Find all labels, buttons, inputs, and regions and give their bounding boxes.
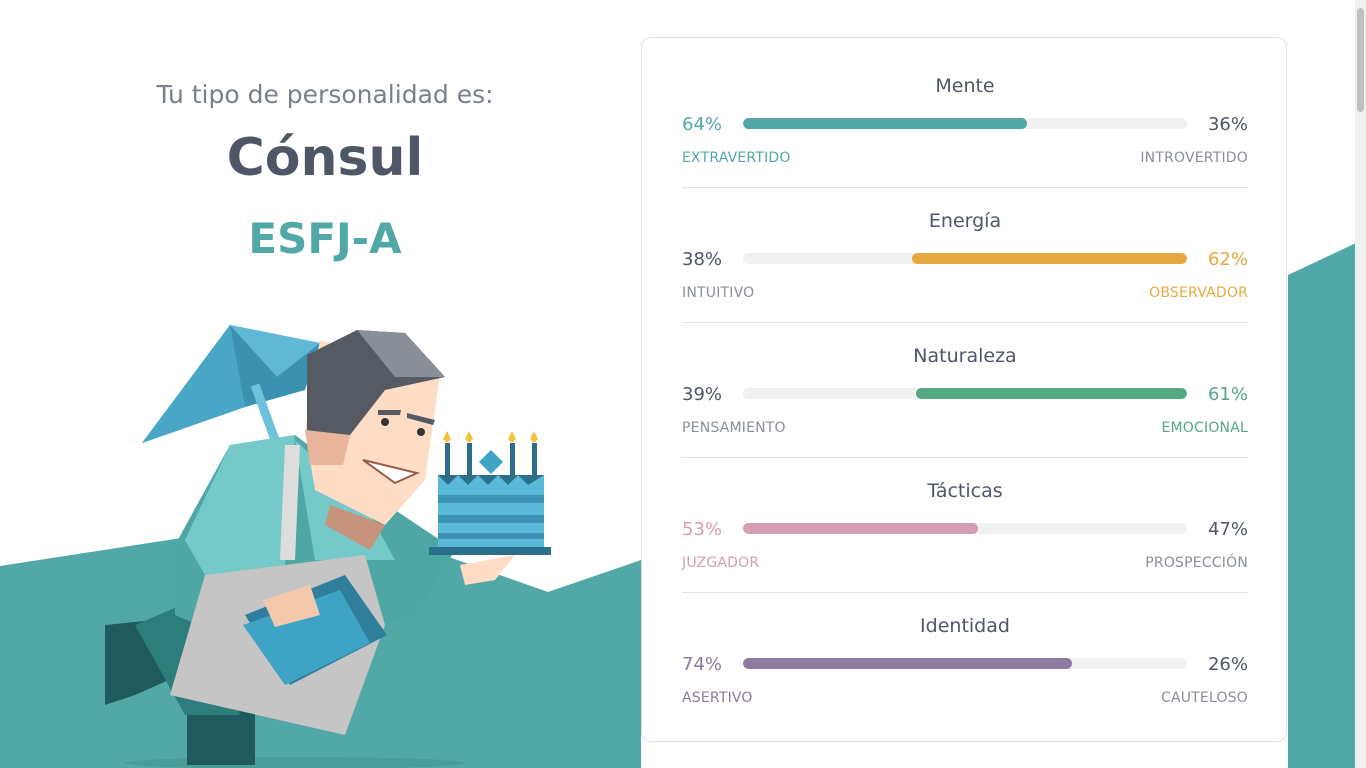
trait-bar — [743, 253, 1187, 264]
trait-bar — [743, 523, 1187, 534]
trait-left-percent: 53% — [682, 519, 723, 540]
trait-tactics: Tácticas 53% 47% JUZGADOR PROSPECCIÓN — [682, 443, 1248, 593]
consul-character-illustration — [105, 325, 551, 768]
trait-bar — [743, 118, 1187, 129]
trait-title: Mente — [935, 75, 995, 97]
trait-right-label: INTROVERTIDO — [1140, 150, 1248, 166]
trait-bar-fill — [916, 388, 1187, 399]
trait-right-percent: 61% — [1207, 384, 1248, 405]
trait-title: Tácticas — [927, 480, 1003, 502]
trait-bar-fill — [743, 523, 979, 534]
personality-intro: Tu tipo de personalidad es: — [156, 80, 494, 109]
trait-right-label: CAUTELOSO — [1160, 690, 1248, 706]
trait-divider — [682, 322, 1248, 323]
trait-right-label: OBSERVADOR — [1149, 285, 1248, 301]
trait-mind: Mente 64% 36% EXTRAVERTIDO INTROVERTIDO — [682, 38, 1248, 188]
personality-type-name: Cónsul — [226, 128, 424, 188]
trait-left-label: PENSAMIENTO — [682, 420, 786, 436]
trait-bar-fill — [743, 118, 1028, 129]
trait-left-label: JUZGADOR — [682, 555, 760, 571]
trait-title: Identidad — [920, 615, 1010, 637]
result-hero: Tu tipo de personalidad es: Cónsul ESFJ-… — [0, 0, 640, 768]
trait-title: Energía — [928, 210, 1002, 232]
trait-left-percent: 64% — [682, 114, 723, 135]
trait-left-percent: 74% — [682, 654, 723, 675]
trait-title: Naturaleza — [913, 345, 1017, 367]
birthday-cake-icon — [429, 431, 551, 555]
trait-left-percent: 39% — [682, 384, 723, 405]
trait-left-percent: 38% — [682, 249, 723, 270]
trait-right-percent: 26% — [1207, 654, 1248, 675]
umbrella-icon — [142, 325, 320, 443]
trait-right-label: EMOCIONAL — [1161, 420, 1248, 436]
trait-bar-fill — [743, 658, 1072, 669]
trait-bar-fill — [911, 253, 1187, 264]
trait-nature: Naturaleza 39% 61% PENSAMIENTO EMOCIONAL — [682, 308, 1248, 458]
page-scrollbar[interactable] — [1355, 0, 1366, 768]
personality-type-code: ESFJ-A — [248, 214, 402, 263]
trait-left-label: EXTRAVERTIDO — [682, 150, 791, 166]
trait-identity: Identidad 74% 26% ASERTIVO CAUTELOSO — [682, 578, 1248, 713]
trait-left-label: INTUITIVO — [682, 285, 755, 301]
trait-right-percent: 47% — [1207, 519, 1248, 540]
trait-divider — [682, 457, 1248, 458]
personality-traits-card: Mente 64% 36% EXTRAVERTIDO INTROVERTIDO … — [641, 37, 1287, 742]
trait-bar — [743, 388, 1187, 399]
trait-right-percent: 36% — [1207, 114, 1248, 135]
trait-right-label: PROSPECCIÓN — [1145, 555, 1248, 571]
trait-divider — [682, 187, 1248, 188]
scrollbar-thumb[interactable] — [1357, 8, 1364, 112]
trait-bar — [743, 658, 1187, 669]
trait-divider — [682, 592, 1248, 593]
trait-left-label: ASERTIVO — [682, 690, 753, 706]
trait-right-percent: 62% — [1207, 249, 1248, 270]
trait-energy: Energía 38% 62% INTUITIVO OBSERVADOR — [682, 173, 1248, 323]
